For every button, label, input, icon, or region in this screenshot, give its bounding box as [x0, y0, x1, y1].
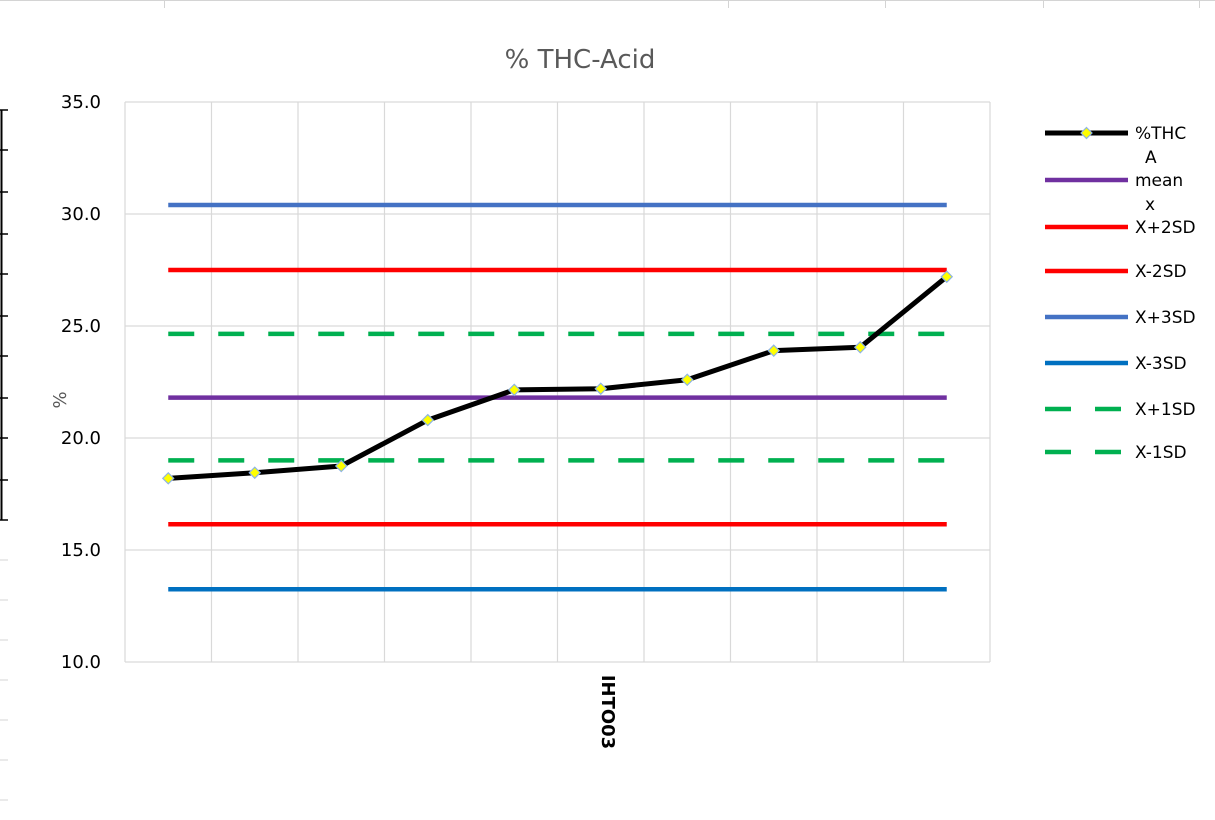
legend-label: X-2SD: [1135, 262, 1187, 282]
series-line: [168, 274, 949, 481]
legend-label: mean: [1135, 171, 1183, 191]
chart-title: % THC-Acid: [505, 45, 656, 75]
legend-label: %THC: [1135, 124, 1186, 144]
gridlines: [124, 101, 991, 663]
legend-label: X+2SD: [1135, 218, 1196, 238]
legend-marker: [1080, 126, 1093, 140]
y-axis-label: %: [50, 391, 71, 408]
series--thc-a: [161, 270, 954, 485]
legend-entry: X+3SD: [1045, 308, 1196, 328]
legend-entry: X-1SD: [1045, 443, 1187, 463]
y-axis-tick-labels: 10.0 15.0 20.0 25.0 30.0 35.0: [61, 92, 101, 673]
legend-entry: X-3SD: [1045, 354, 1187, 374]
legend-entry: mean x: [1045, 171, 1183, 215]
legend-entry: %THC A: [1045, 124, 1186, 168]
legend-label: X+1SD: [1135, 400, 1196, 420]
y-tick-label: 35.0: [61, 92, 101, 113]
legend-label: X-3SD: [1135, 354, 1187, 374]
x-axis-category-label: IHTO03: [597, 675, 618, 749]
data-point-marker: [767, 344, 781, 357]
data-point-marker: [853, 340, 867, 354]
legend-label: X+3SD: [1135, 308, 1196, 328]
data-point-marker: [334, 459, 348, 473]
series-layer: [161, 202, 954, 592]
data-point-marker: [248, 466, 262, 480]
y-tick-label: 10.0: [61, 652, 101, 673]
legend-entry: X+2SD: [1045, 218, 1196, 238]
data-point-marker: [594, 382, 608, 396]
data-point-marker: [940, 270, 954, 284]
legend-entry: X+1SD: [1045, 400, 1196, 420]
legend-entry: X-2SD: [1045, 262, 1187, 282]
legend-label: X-1SD: [1135, 443, 1187, 463]
legend-label: x: [1145, 195, 1155, 215]
y-tick-label: 20.0: [61, 428, 101, 449]
y-tick-label: 30.0: [61, 204, 101, 225]
y-tick-label: 15.0: [61, 540, 101, 561]
y-tick-label: 25.0: [61, 316, 101, 337]
data-point-marker: [680, 373, 694, 387]
data-point-marker: [507, 383, 521, 397]
data-point-marker: [421, 413, 435, 427]
data-point-marker: [161, 471, 175, 485]
legend-label: A: [1145, 148, 1157, 168]
